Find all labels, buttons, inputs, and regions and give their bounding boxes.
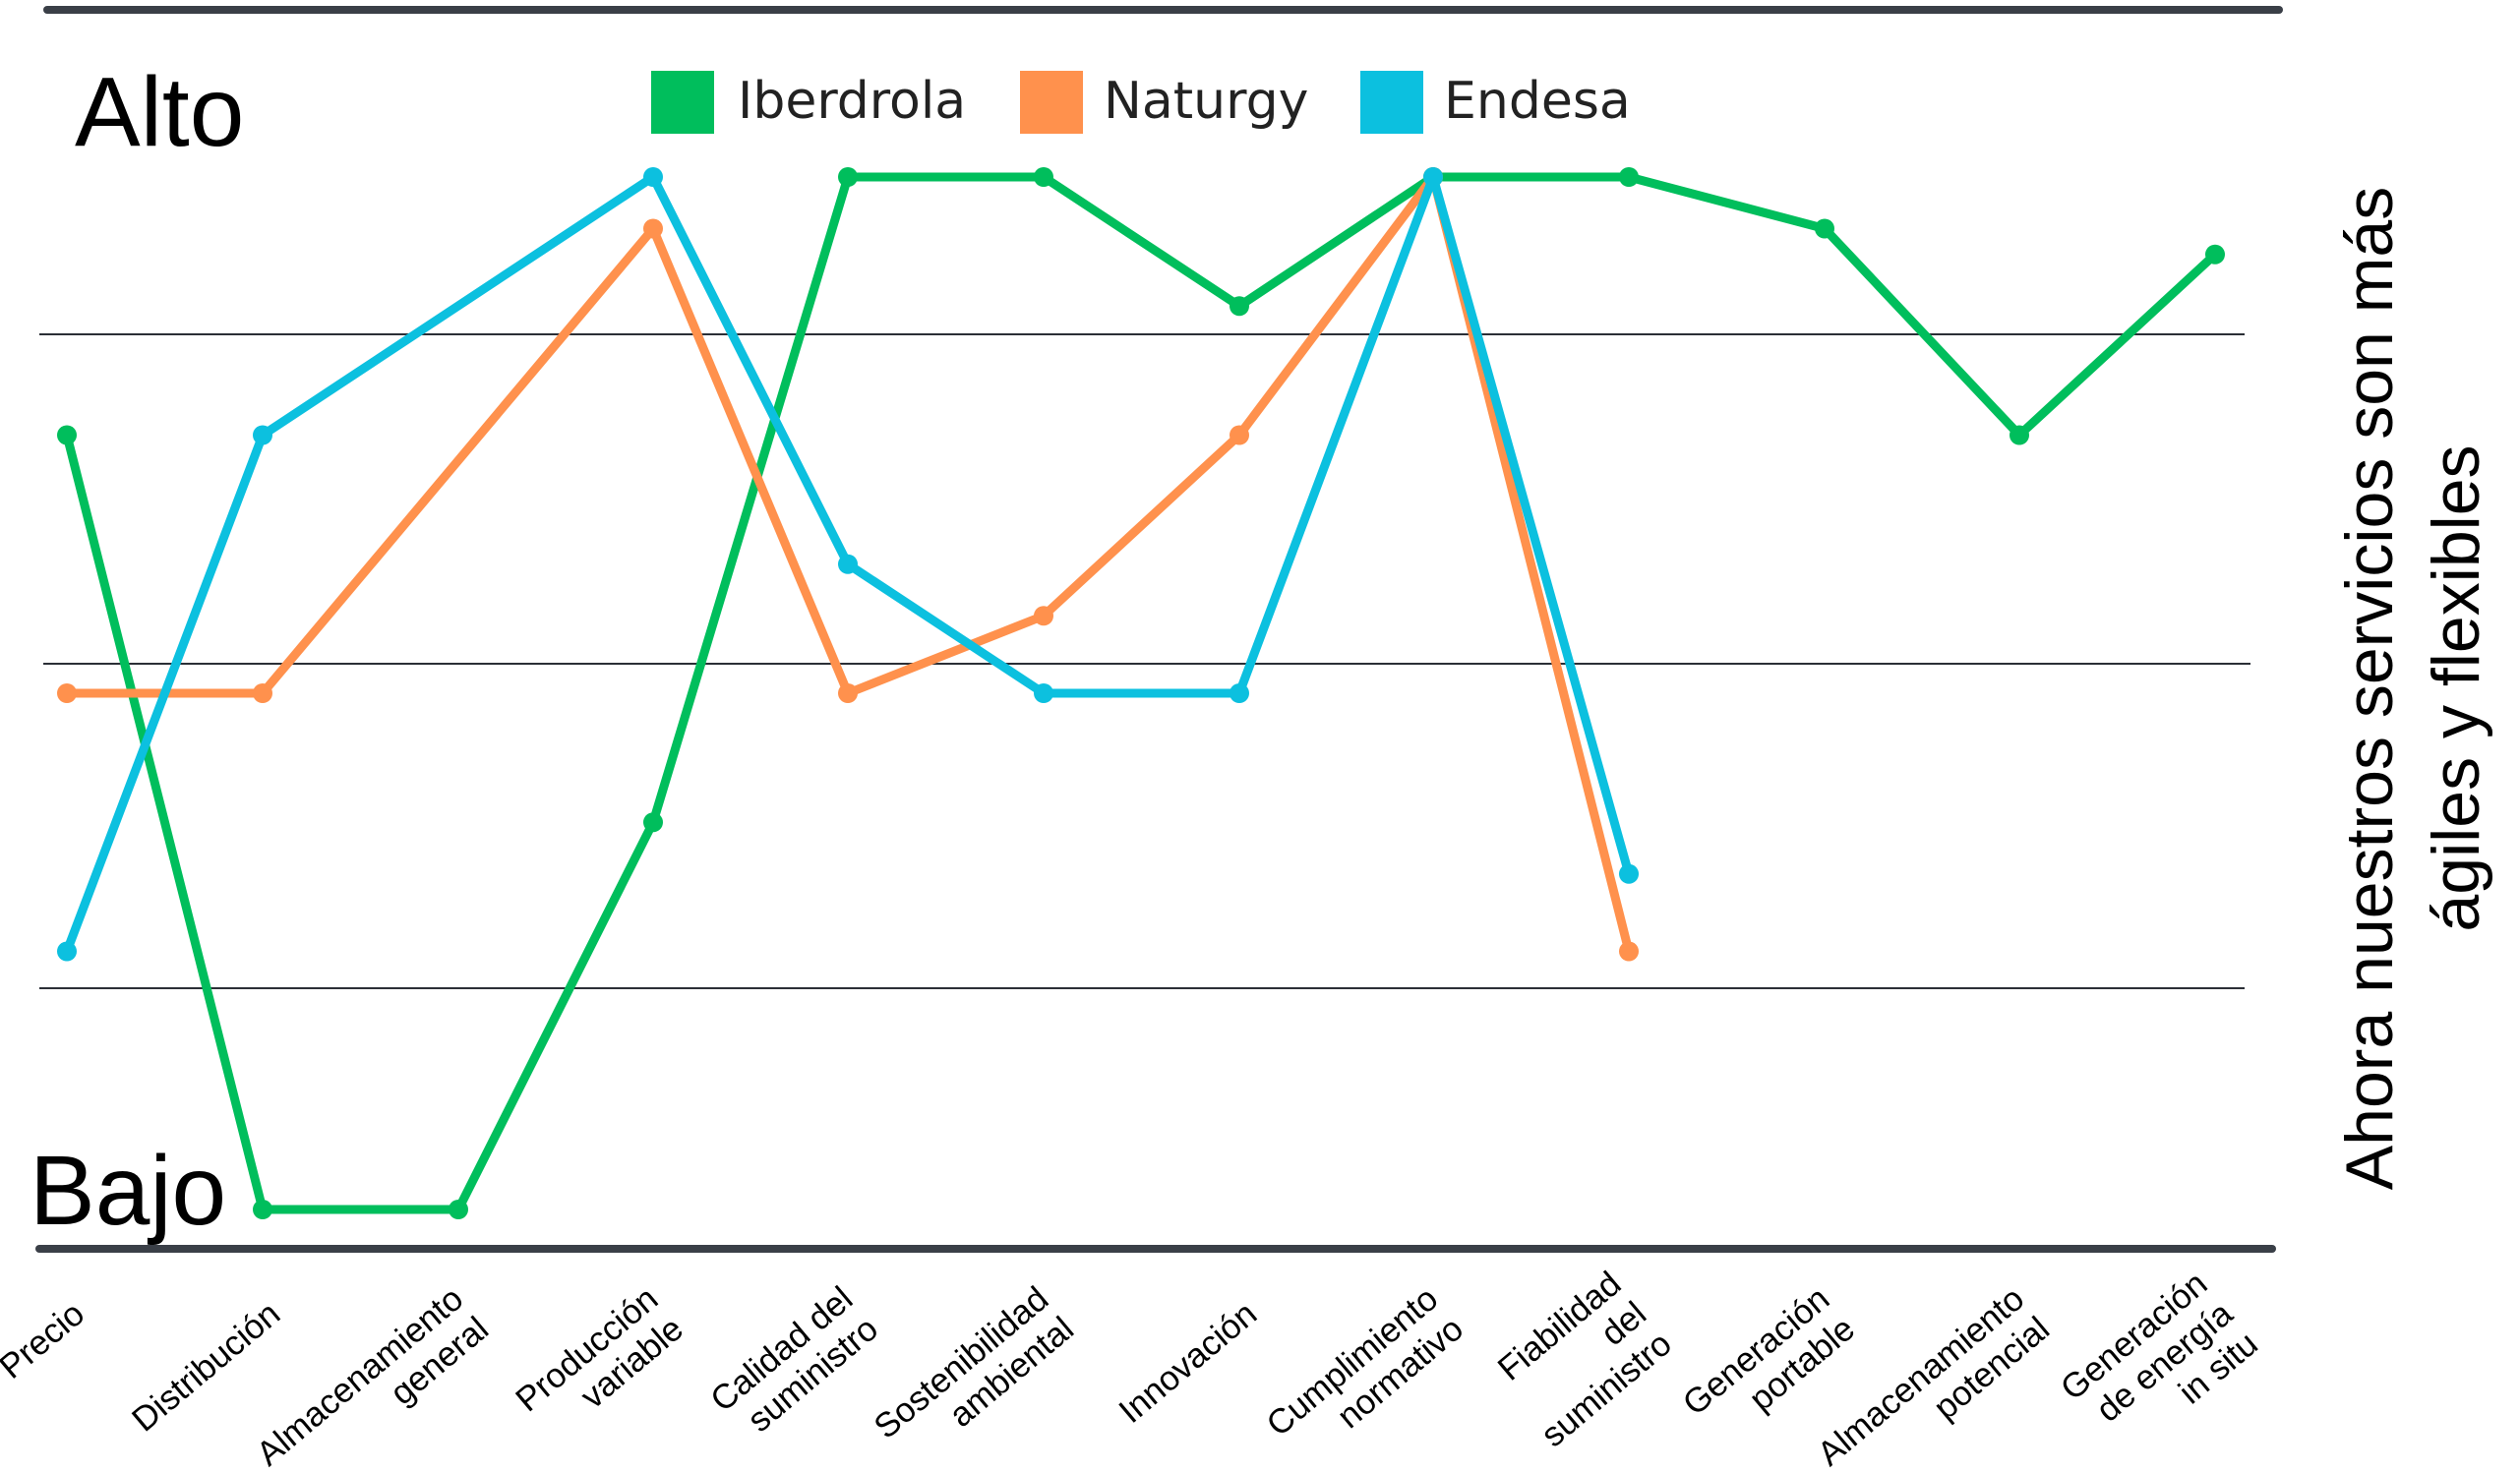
x-tick-label: Distribución: [125, 1294, 287, 1439]
y-axis-label: Ahora nuestros servicios son más ágiles y…: [2332, 187, 2493, 1190]
data-point-naturgy: [643, 218, 663, 239]
legend-swatch-naturgy: [1020, 71, 1083, 134]
legend-label-naturgy: Naturgy: [1104, 72, 1308, 131]
data-point-iberdrola: [1619, 167, 1639, 187]
data-point-iberdrola: [1034, 167, 1053, 187]
data-point-endesa: [838, 554, 858, 574]
data-point-iberdrola: [253, 1200, 272, 1219]
data-point-naturgy: [57, 683, 77, 703]
series-line-naturgy: [62, 172, 1634, 956]
legend-swatch-endesa: [1360, 71, 1423, 134]
high-level-label: Alto: [75, 57, 244, 167]
low-level-label: Bajo: [30, 1136, 226, 1246]
data-point-endesa: [253, 425, 272, 445]
data-point-endesa: [1034, 683, 1053, 703]
data-point-naturgy: [1034, 606, 1053, 626]
series-line-endesa: [62, 172, 1634, 956]
series-iberdrola: [57, 167, 2225, 1219]
legend-label-endesa: Endesa: [1444, 72, 1631, 131]
x-tick-label: Calidad delsuministro: [703, 1279, 885, 1449]
data-point-iberdrola: [57, 425, 77, 445]
legend: Iberdrola Naturgy Endesa: [651, 71, 1631, 134]
data-point-iberdrola: [838, 167, 858, 187]
data-point-endesa: [57, 941, 77, 962]
data-point-iberdrola: [1815, 218, 1834, 239]
legend-swatch-iberdrola: [651, 71, 714, 134]
data-point-naturgy: [253, 683, 272, 703]
data-point-iberdrola: [2010, 425, 2029, 445]
x-tick-label: Almacenamientopotencial: [1811, 1279, 2057, 1473]
data-point-naturgy: [1619, 941, 1639, 962]
x-tick-label: Producciónvariable: [509, 1279, 690, 1449]
x-tick-label: Fiabilidaddelsuministro: [1483, 1265, 1679, 1455]
x-tick-label: Cumplimientonormativo: [1259, 1279, 1470, 1473]
data-point-iberdrola: [643, 812, 663, 833]
data-point-iberdrola: [2205, 244, 2225, 265]
data-point-naturgy: [838, 683, 858, 703]
data-point-endesa: [1230, 683, 1249, 703]
data-point-endesa: [1423, 167, 1443, 187]
data-point-iberdrola: [449, 1200, 468, 1219]
x-tick-label: Precio: [0, 1294, 91, 1386]
data-point-endesa: [1619, 863, 1639, 884]
data-point-endesa: [643, 167, 663, 187]
series-endesa: [57, 167, 1639, 962]
legend-label-iberdrola: Iberdrola: [738, 72, 966, 131]
series-line-iberdrola: [62, 172, 2220, 1214]
x-tick-label: Sostenibilidadambiental: [867, 1279, 1081, 1473]
x-tick-label: Innovación: [1111, 1294, 1264, 1431]
data-point-iberdrola: [1230, 296, 1249, 317]
x-tick-label: Almacenamientogeneral: [250, 1279, 496, 1473]
x-tick-label: Generaciónde energíain situ: [2054, 1264, 2266, 1468]
data-point-naturgy: [1230, 425, 1249, 445]
